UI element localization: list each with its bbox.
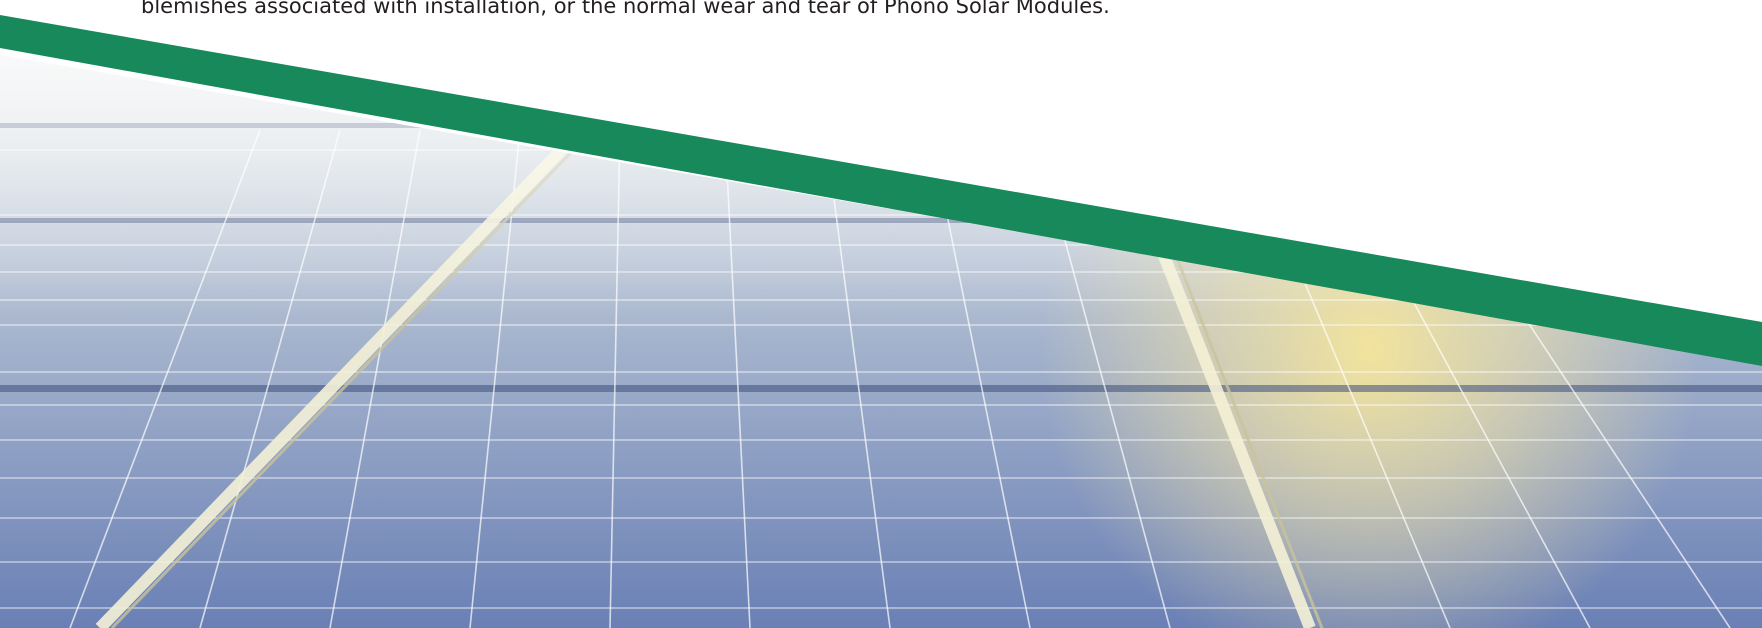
body-text-line: blemishes associated with installation, … [141,0,1110,18]
